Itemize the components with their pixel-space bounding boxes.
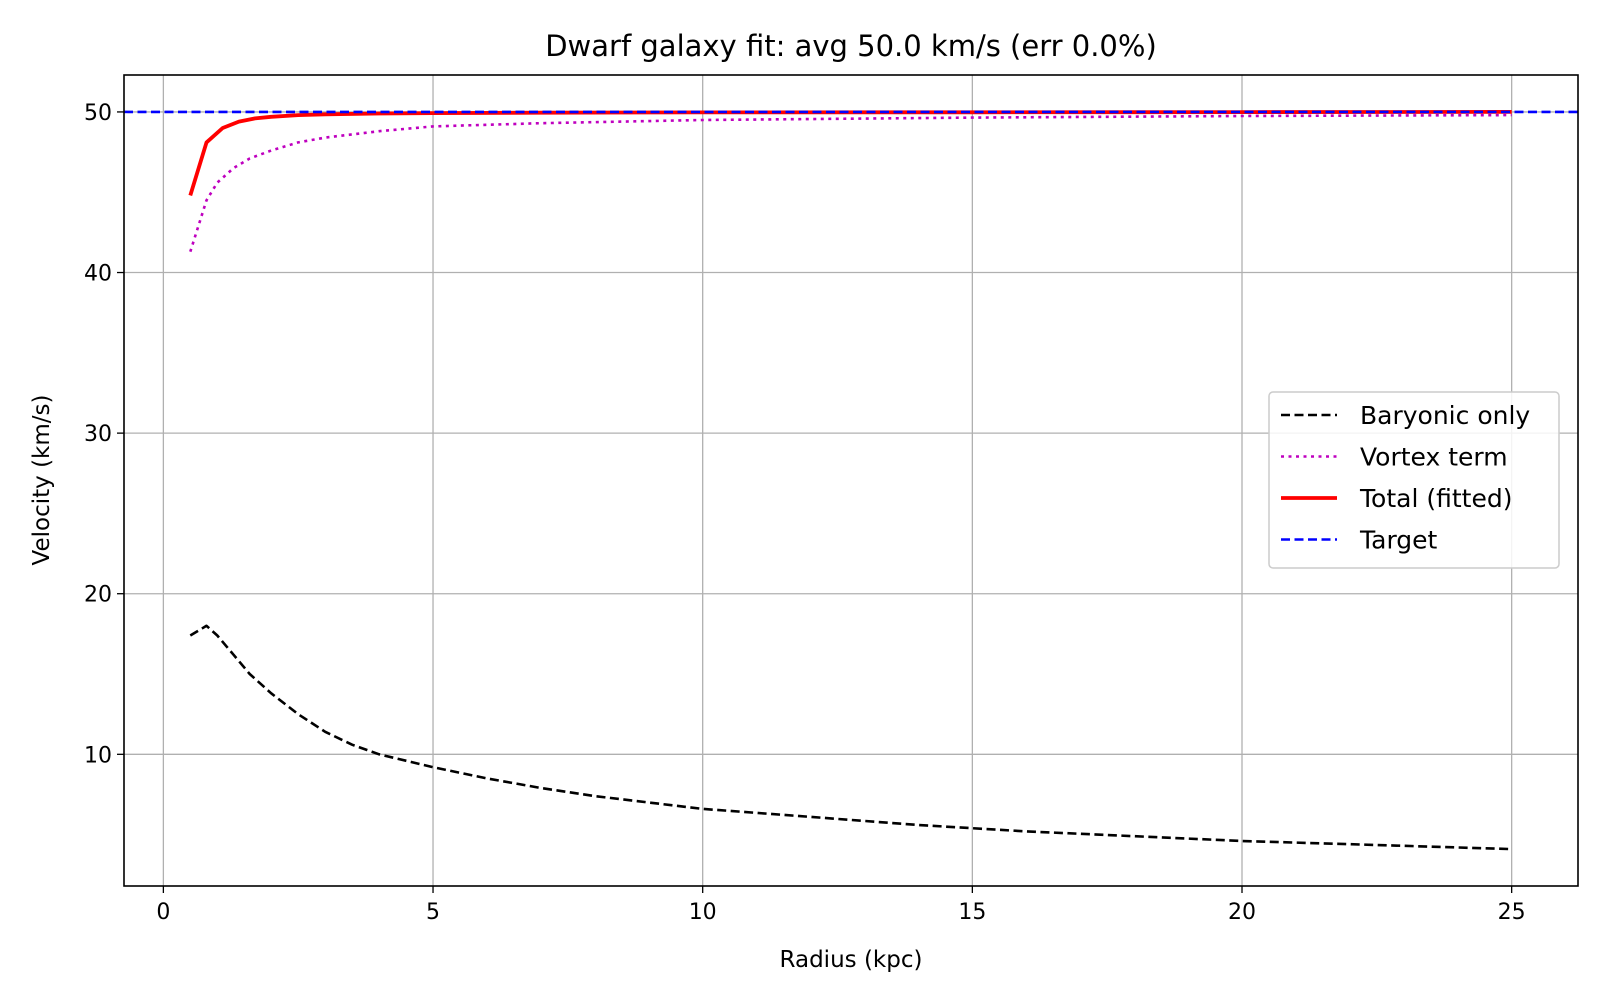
x-tick-label: 20 — [1228, 900, 1256, 925]
y-tick-label: 50 — [84, 101, 112, 126]
x-tick-label: 5 — [426, 900, 440, 925]
plot-lines — [124, 110, 1578, 851]
axes-frame — [123, 74, 1579, 887]
y-tick-label: 10 — [84, 743, 112, 768]
ticks: 0 5 10 15 20 25 10 20 30 40 50 — [84, 101, 1526, 925]
legend-label: Total (fitted) — [1359, 484, 1512, 513]
legend-box — [1268, 391, 1560, 569]
legend-label: Vortex term — [1360, 443, 1508, 472]
y-tick-label: 30 — [84, 422, 112, 447]
chart-title: Dwarf galaxy fit: avg 50.0 km/s (err 0.0… — [545, 29, 1157, 63]
legend-label: Target — [1359, 526, 1438, 555]
x-tick-label: 0 — [156, 900, 170, 925]
y-tick-label: 40 — [84, 262, 112, 287]
x-tick-label: 10 — [689, 900, 717, 925]
y-tick-label: 20 — [84, 583, 112, 608]
series-line-total-fitted — [188, 110, 1512, 196]
series-line-baryonic-only — [189, 624, 1512, 851]
legend-label: Baryonic only — [1360, 401, 1530, 430]
series-line-vortex-term — [189, 113, 1512, 253]
y-axis-label: Velocity (km/s) — [29, 395, 55, 566]
x-axis-label: Radius (kpc) — [780, 947, 923, 973]
legend: Baryonic only Vortex term Total (fitted) Ta… — [1268, 391, 1560, 569]
x-tick-label: 25 — [1498, 900, 1526, 925]
x-tick-label: 15 — [958, 900, 986, 925]
